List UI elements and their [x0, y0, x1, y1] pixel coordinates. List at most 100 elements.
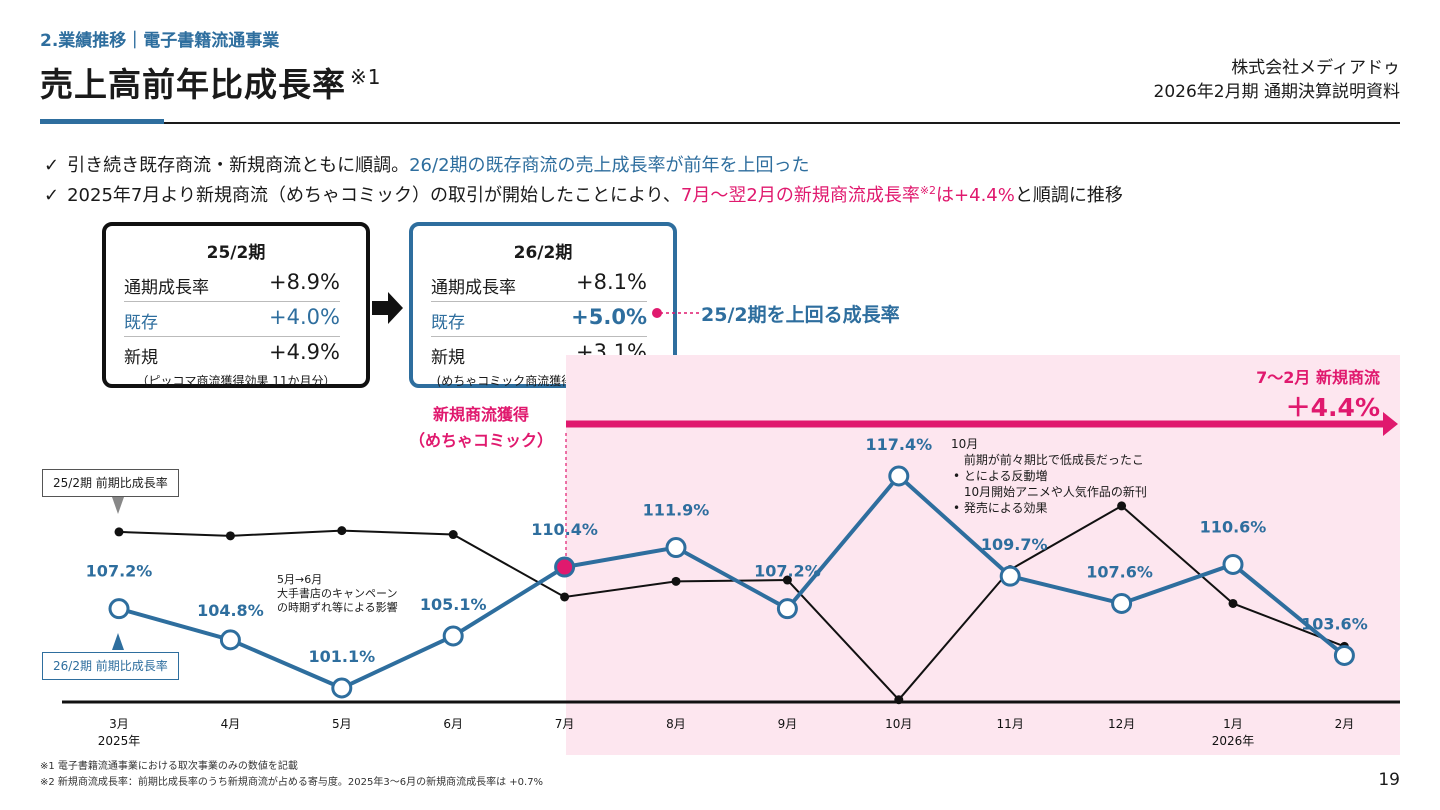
x-tick-label: 6月	[443, 717, 463, 731]
bullet-2-footnote-mark: ※2	[919, 184, 937, 197]
x-tick-label: 8月	[666, 717, 686, 731]
fy26-row-total: 通期成長率 +8.1%	[431, 267, 647, 302]
series-fy26-point	[219, 629, 241, 651]
company-name: 株式会社メディアドゥ	[1231, 58, 1400, 78]
legend25-pointer	[112, 497, 124, 514]
series-fy26-point	[888, 465, 910, 487]
exceed-leader-dot	[652, 308, 662, 318]
series-fy26-point	[999, 565, 1021, 587]
legend26-pointer	[112, 633, 124, 650]
header-accent-rule	[40, 119, 164, 124]
row-label: 既存	[431, 313, 465, 333]
x-tick-label: 5月	[332, 717, 352, 731]
title-text: 売上高前年比成長率	[40, 65, 346, 104]
series-fy25-line	[118, 504, 1345, 702]
series-fy26-line	[118, 473, 1346, 691]
series-fy26-point	[665, 537, 687, 559]
series-fy25-point	[782, 575, 792, 585]
fy25-note: （ピッコマ商流獲得効果 11か月分）	[136, 374, 336, 388]
row-label: 新規	[124, 348, 158, 368]
new-rate-caption: 7～2月 新規商流	[1256, 368, 1380, 387]
new-channel-label: 新規商流獲得 （めちゃコミック）	[398, 402, 564, 454]
annotation-line: 5月→6月	[277, 573, 323, 586]
row-label: 通期成長率	[124, 278, 209, 298]
series-fy25-point	[114, 527, 124, 537]
data-label: 117.4%	[865, 435, 932, 454]
series-fy25-point	[337, 526, 347, 536]
annotation-item-text: 前期が前々期比で低成長だったことによる反動増	[963, 453, 1144, 483]
annotation-item-text: 10月開始アニメや人気作品の新刊発売による効果	[963, 485, 1147, 515]
arrow-head-icon	[1383, 412, 1398, 436]
x-tick-label: 10月	[885, 717, 912, 731]
x-tick-label: 11月	[997, 717, 1024, 731]
bullet-2-highlight: 7月～翌2月の新規商流成長率	[680, 185, 920, 206]
data-label: 103.6%	[1301, 614, 1368, 633]
series-fy25-point	[560, 592, 570, 602]
new-channel-line1: 新規商流獲得	[432, 405, 529, 424]
data-label: 107.6%	[1086, 562, 1153, 581]
x-tick-label: 3月	[109, 717, 129, 731]
series-fy25-point	[1228, 598, 1238, 608]
data-label: 104.8%	[197, 601, 264, 620]
data-label: 109.7%	[981, 535, 1048, 554]
series-fy26-point	[1222, 553, 1244, 575]
fy25-summary-box: 25/2期 通期成長率 +8.9% 既存 +4.0% 新規 +4.9% （ピッコマ商流…	[102, 222, 370, 388]
row-label: 通期成長率	[431, 278, 516, 298]
exceed-label: 25/2期を上回る成長率	[701, 304, 900, 326]
x-year-label: 2026年	[1212, 734, 1255, 748]
arrow-right-icon	[372, 292, 403, 324]
series-fy26-point	[442, 625, 464, 647]
legend-fy26: 26/2期 前期比成長率	[42, 652, 179, 680]
plot-area: 107.2% 104.8% 101.1% 105.1% 110.4% 111.9% 107.…	[86, 435, 1368, 748]
row-value: +4.9%	[269, 340, 340, 364]
footnote-1: ※1 電子書籍流通事業における取次事業のみの数値を記載	[40, 761, 298, 772]
annotation-october: 10月 • 前期が前々期比で低成長だったことによる反動増 • 10月開始アニメや…	[951, 436, 1155, 516]
check-icon: ✓	[44, 155, 60, 176]
series-fy25-point	[894, 695, 904, 705]
x-tick-label: 2月	[1335, 717, 1355, 731]
fy26-row-existing: 既存 +5.0%	[431, 302, 647, 337]
x-tick-label: 12月	[1108, 717, 1135, 731]
x-tick-label: 9月	[778, 717, 798, 731]
series-fy26-point	[108, 598, 130, 620]
annotation-line: の時期ずれ等による影響	[277, 601, 398, 614]
title-footnote-mark: ※1	[350, 65, 382, 89]
series-fy26-point	[1111, 592, 1133, 614]
new-channel-rate: 7～2月 新規商流 ＋4.4%	[1256, 364, 1380, 424]
row-value: +8.9%	[269, 270, 340, 294]
section-label: 2.業績推移｜電子書籍流通事業	[40, 31, 280, 51]
header-rule	[164, 122, 1400, 124]
company-block: 株式会社メディアドゥ 2026年2月期 通期決算説明資料	[1154, 56, 1400, 104]
data-label: 107.2%	[86, 562, 153, 581]
data-label: 105.1%	[420, 595, 487, 614]
series-fy26-point	[554, 556, 576, 578]
bullet-1-text: 引き続き既存商流・新規商流ともに順調。	[67, 155, 410, 176]
x-tick-label: 4月	[221, 717, 241, 731]
fy26-title: 26/2期	[513, 243, 573, 263]
bullet-2-text: 2025年7月より新規商流（めちゃコミック）の取引が開始したことにより、	[67, 185, 681, 206]
row-value: +4.0%	[269, 305, 340, 329]
series-fy25-point	[671, 576, 681, 586]
document-name: 2026年2月期 通期決算説明資料	[1153, 82, 1400, 102]
row-label: 既存	[124, 313, 158, 333]
bullet-2-rate: +4.4%	[954, 185, 1015, 206]
x-year-label: 2025年	[98, 734, 141, 748]
page-title: 売上高前年比成長率 ※1	[40, 58, 381, 106]
series-fy26-point	[331, 677, 353, 699]
annotation-title: 10月	[951, 437, 979, 451]
x-tick-label: 1月	[1223, 717, 1243, 731]
fy25-row-total: 通期成長率 +8.9%	[124, 267, 340, 302]
bullet-2: ✓ 2025年7月より新規商流（めちゃコミック）の取引が開始したことにより、7月～…	[44, 181, 1123, 207]
annotation-may: 5月→6月 大手書店のキャンペーン の時期ずれ等による影響	[277, 573, 398, 615]
row-label: 新規	[431, 348, 465, 368]
bullet-1: ✓ 引き続き既存商流・新規商流ともに順調。26/2期の既存商流の売上成長率が前年を…	[44, 151, 810, 177]
annotation-line: 大手書店のキャンペーン	[277, 587, 398, 600]
check-icon: ✓	[44, 185, 60, 206]
data-label: 107.2%	[754, 562, 821, 581]
fy25-row-existing: 既存 +4.0%	[124, 302, 340, 337]
legend-fy25: 25/2期 前期比成長率	[42, 469, 179, 497]
data-label: 110.4%	[531, 520, 598, 539]
row-value: +5.0%	[571, 305, 647, 329]
bullet-1-highlight: 26/2期の既存商流の売上成長率が前年を上回った	[409, 155, 810, 176]
new-channel-line2: （めちゃコミック）	[408, 431, 553, 450]
